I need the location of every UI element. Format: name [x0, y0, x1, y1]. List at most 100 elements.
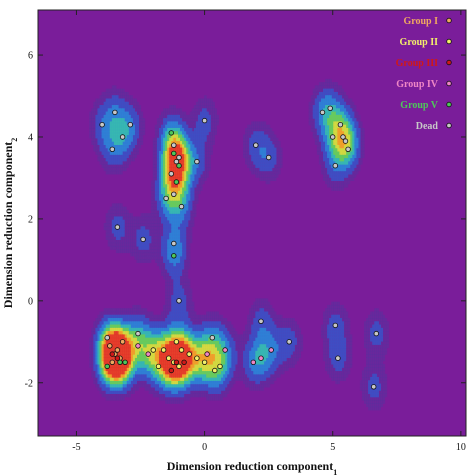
density-contours — [89, 78, 390, 411]
data-point — [104, 335, 110, 341]
legend-marker — [446, 101, 452, 108]
data-point — [181, 359, 187, 365]
data-point — [319, 109, 326, 116]
data-point — [186, 351, 192, 357]
data-point — [342, 138, 349, 144]
y-axis-ticks: -2 0 2 4 6 — [25, 51, 466, 389]
data-point — [150, 347, 156, 353]
legend-label: Group III — [396, 58, 438, 69]
legend-marker — [446, 38, 452, 45]
data-point — [178, 347, 185, 353]
x-axis-ticks: -5 0 5 10 — [72, 10, 466, 453]
data-point — [201, 359, 208, 365]
data-point — [340, 134, 346, 140]
legend-label: Group II — [400, 37, 439, 48]
data-point — [163, 195, 169, 202]
legend-label: Group V — [400, 100, 438, 111]
data-point — [176, 298, 182, 304]
data-point — [135, 330, 141, 337]
y-tick-label: 2 — [28, 214, 33, 225]
data-point — [268, 347, 274, 353]
data-point — [168, 171, 174, 177]
data-point — [209, 335, 215, 341]
data-point — [135, 343, 141, 349]
plot-frame — [37, 9, 467, 437]
data-point — [99, 121, 105, 128]
data-point — [266, 154, 272, 161]
data-point — [109, 359, 115, 365]
data-point — [168, 367, 174, 374]
data-point — [173, 179, 180, 185]
data-point — [176, 162, 182, 169]
data-point — [117, 359, 123, 365]
data-point — [258, 355, 264, 361]
data-point — [222, 347, 228, 353]
y-tick-label: 0 — [28, 296, 33, 307]
data-point — [201, 117, 208, 124]
legend-marker — [446, 59, 452, 66]
data-point — [171, 191, 177, 197]
data-point — [165, 355, 172, 361]
legend-label: Group IV — [396, 79, 439, 90]
data-point — [176, 363, 182, 370]
data-point — [173, 339, 180, 345]
data-point — [345, 146, 351, 152]
data-point — [109, 351, 115, 357]
data-point — [204, 351, 210, 357]
data-point — [171, 142, 177, 148]
data-point — [373, 330, 379, 337]
data-point — [114, 355, 121, 361]
data-point — [109, 146, 115, 152]
data-point — [173, 359, 180, 365]
y-axis-title: Dimension reduction component2 — [1, 138, 19, 308]
data-point — [253, 142, 259, 148]
data-point — [286, 339, 292, 345]
legend-label: Dead — [416, 121, 439, 132]
y-tick-label: -2 — [25, 378, 33, 389]
legend-marker — [446, 80, 452, 87]
data-point — [194, 355, 200, 361]
data-point — [327, 105, 333, 111]
data-point — [337, 121, 344, 128]
data-point — [371, 384, 377, 390]
data-point — [176, 154, 182, 161]
data-point — [155, 363, 162, 370]
data-point — [335, 355, 341, 361]
x-tick-label: -5 — [72, 442, 80, 453]
x-axis-title: Dimension reduction component1 — [167, 459, 337, 476]
x-tick-label: 0 — [202, 442, 207, 453]
data-point — [217, 363, 223, 370]
data-point — [332, 162, 338, 169]
data-point — [212, 367, 218, 374]
legend: Group I Group II Group III Group IV Group V D… — [396, 16, 452, 132]
data-point — [160, 347, 167, 353]
data-point — [171, 253, 177, 259]
data-point — [127, 121, 133, 128]
data-point — [173, 158, 180, 165]
data-point — [332, 322, 338, 329]
data-point — [194, 158, 200, 165]
scatter-points — [99, 105, 379, 390]
y-tick-label: 6 — [28, 51, 33, 62]
data-point — [104, 363, 110, 370]
data-point — [114, 347, 121, 353]
data-point — [122, 359, 128, 365]
legend-marker — [446, 122, 452, 129]
data-point — [119, 339, 126, 345]
data-point — [114, 224, 121, 230]
data-point — [330, 134, 336, 140]
legend-label: Group I — [403, 16, 438, 27]
legend-marker — [446, 17, 452, 24]
data-point — [112, 109, 118, 116]
data-point — [250, 359, 256, 365]
data-point — [119, 134, 126, 140]
data-point — [171, 240, 177, 247]
data-point — [140, 236, 146, 243]
x-tick-label: 5 — [330, 442, 335, 453]
data-point — [107, 343, 113, 349]
x-tick-label: 10 — [456, 442, 466, 453]
data-point — [145, 351, 151, 357]
y-tick-label: 4 — [28, 132, 33, 143]
data-point — [258, 318, 264, 324]
